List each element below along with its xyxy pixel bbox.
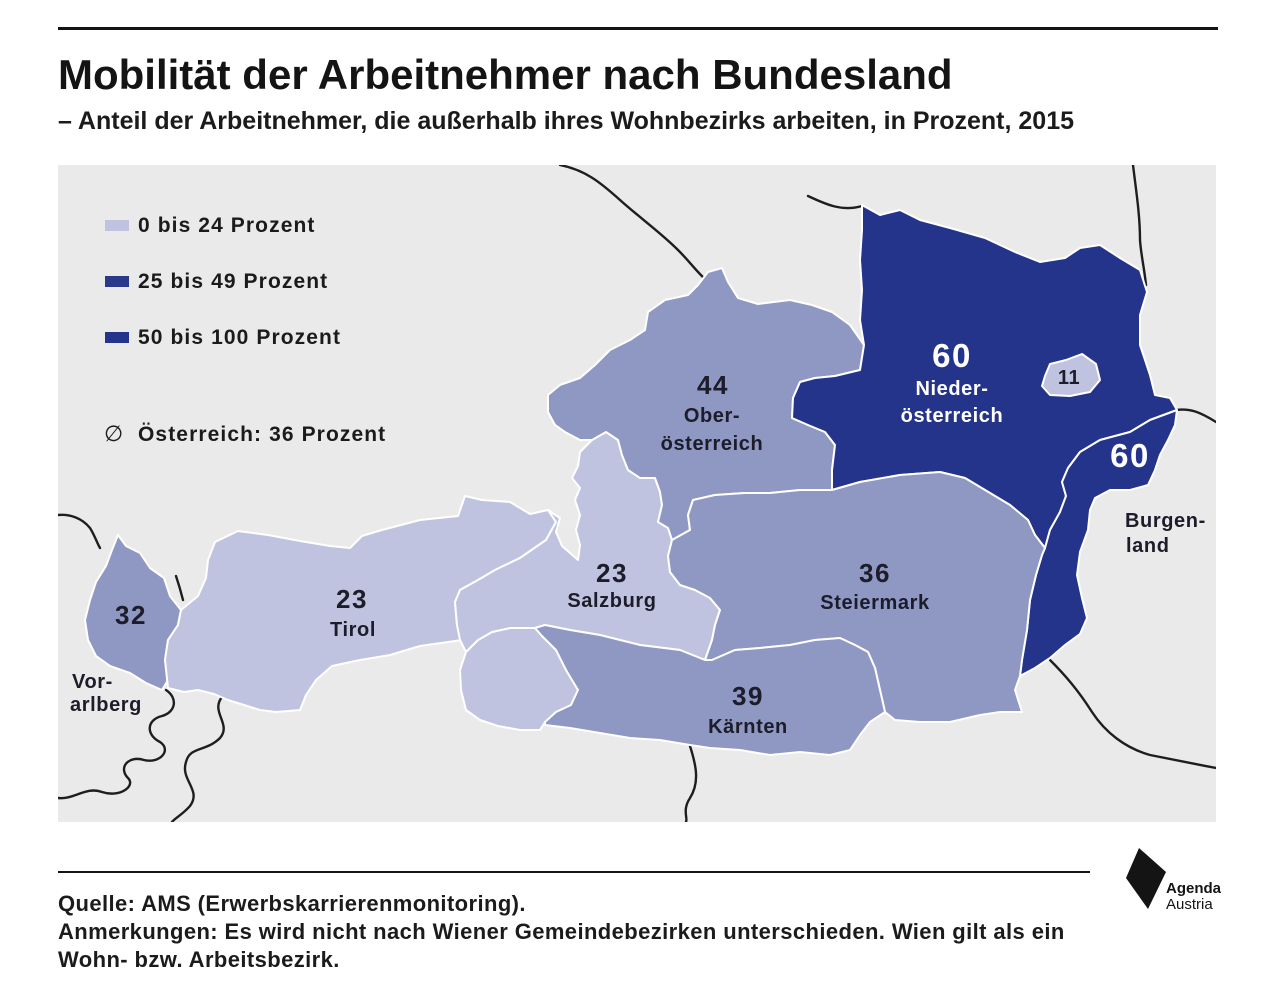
region-value-salzburg: 23: [596, 558, 628, 588]
region-value-burgenland: 60: [1110, 437, 1150, 474]
neighbor-border-line: [58, 513, 102, 550]
region-name-vorarlberg: arlberg: [70, 694, 142, 716]
legend-swatch-high: [105, 332, 129, 343]
source-note: Quelle: AMS (Erwerbskarrierenmonitoring)…: [58, 891, 526, 916]
page-subtitle: – Anteil der Arbeitnehmer, die außerhalb…: [58, 107, 1075, 135]
page-title: Mobilität der Arbeitnehmer nach Bundesla…: [58, 51, 953, 98]
region-value-tirol: 23: [336, 584, 368, 614]
neighbor-border-line: [170, 695, 225, 822]
average-symbol: ∅: [104, 422, 123, 447]
logo-text: Austria: [1166, 896, 1213, 913]
region-name-niederoesterreich: Nieder-: [915, 378, 988, 400]
region-name-tirol: Tirol: [330, 619, 376, 641]
top-rule: [58, 27, 1218, 30]
region-wien: [1041, 353, 1101, 397]
neighbor-border-line: [1131, 165, 1148, 287]
legend-swatch-low: [105, 220, 129, 231]
austria-map: 32 Vor- arlberg 23 Tirol 23 Salzburg 44 …: [58, 165, 1216, 822]
neighbor-border-line: [174, 574, 185, 602]
neighbor-borders: [58, 165, 1216, 822]
average-label: Österreich: 36 Prozent: [138, 423, 386, 446]
region-vorarlberg: [84, 534, 182, 691]
agenda-austria-logo: Agenda Austria: [1126, 848, 1222, 913]
remarks-note: Wohn- bzw. Arbeitsbezirk.: [58, 947, 340, 972]
region-value-oberoesterreich: 44: [697, 370, 729, 400]
region-name-burgenland: land: [1126, 535, 1170, 557]
region-value-vorarlberg: 32: [115, 600, 147, 630]
neighbor-border-line: [806, 194, 864, 210]
region-name-salzburg: Salzburg: [567, 590, 656, 612]
region-value-steiermark: 36: [859, 558, 891, 588]
region-name-burgenland: Burgen-: [1125, 510, 1206, 532]
region-name-steiermark: Steiermark: [820, 592, 930, 614]
region-name-oberoesterreich: Ober-: [684, 405, 740, 427]
region-kaernten: [534, 624, 886, 756]
neighbor-border-line: [684, 744, 698, 822]
region-steiermark: [667, 471, 1046, 723]
region-name-vorarlberg: Vor-: [72, 671, 113, 693]
region-labels: 32 Vor- arlberg 23 Tirol 23 Salzburg 44 …: [70, 337, 1206, 738]
region-value-niederoesterreich: 60: [932, 337, 972, 374]
neighbor-border-line: [1048, 658, 1216, 770]
legend-label: 0 bis 24 Prozent: [138, 214, 316, 237]
legend-label: 50 bis 100 Prozent: [138, 326, 341, 349]
legend: 0 bis 24 Prozent 25 bis 49 Prozent 50 bi…: [104, 214, 386, 447]
region-value-wien: 11: [1058, 367, 1080, 389]
region-name-kaernten: Kärnten: [708, 716, 788, 738]
neighbor-border-line: [1174, 408, 1216, 424]
region-burgenland: [1019, 409, 1178, 677]
regions: [84, 204, 1178, 756]
legend-label: 25 bis 49 Prozent: [138, 270, 328, 293]
legend-swatch-mid: [105, 276, 129, 287]
neighbor-border-line: [58, 688, 175, 800]
footer-rule: [58, 871, 1090, 873]
region-value-kaernten: 39: [732, 681, 764, 711]
neighbor-border-line: [558, 165, 708, 282]
logo-text: Agenda: [1166, 880, 1222, 897]
region-name-oberoesterreich: österreich: [661, 433, 764, 455]
logo-mark: [1126, 848, 1166, 909]
region-name-niederoesterreich: österreich: [901, 405, 1004, 427]
remarks-note: Anmerkungen: Es wird nicht nach Wiener G…: [58, 919, 1065, 944]
